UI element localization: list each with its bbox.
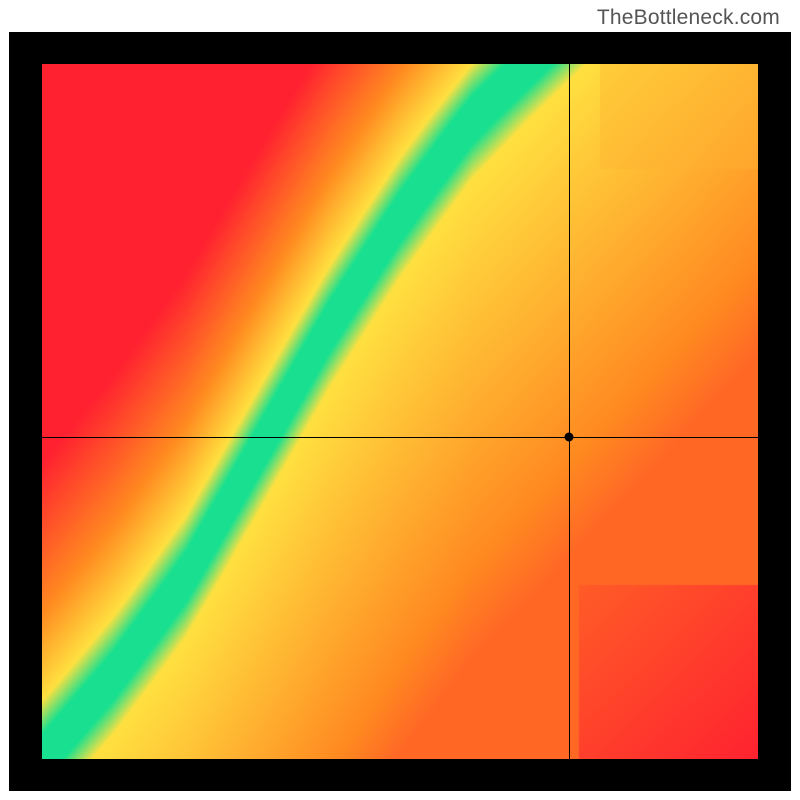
crosshair-vertical bbox=[569, 64, 570, 759]
heatmap-canvas bbox=[42, 64, 758, 759]
crosshair-horizontal bbox=[42, 437, 758, 438]
watermark-text: TheBottleneck.com bbox=[597, 6, 780, 30]
chart-container: TheBottleneck.com bbox=[0, 0, 800, 800]
crosshair-marker bbox=[564, 432, 573, 441]
